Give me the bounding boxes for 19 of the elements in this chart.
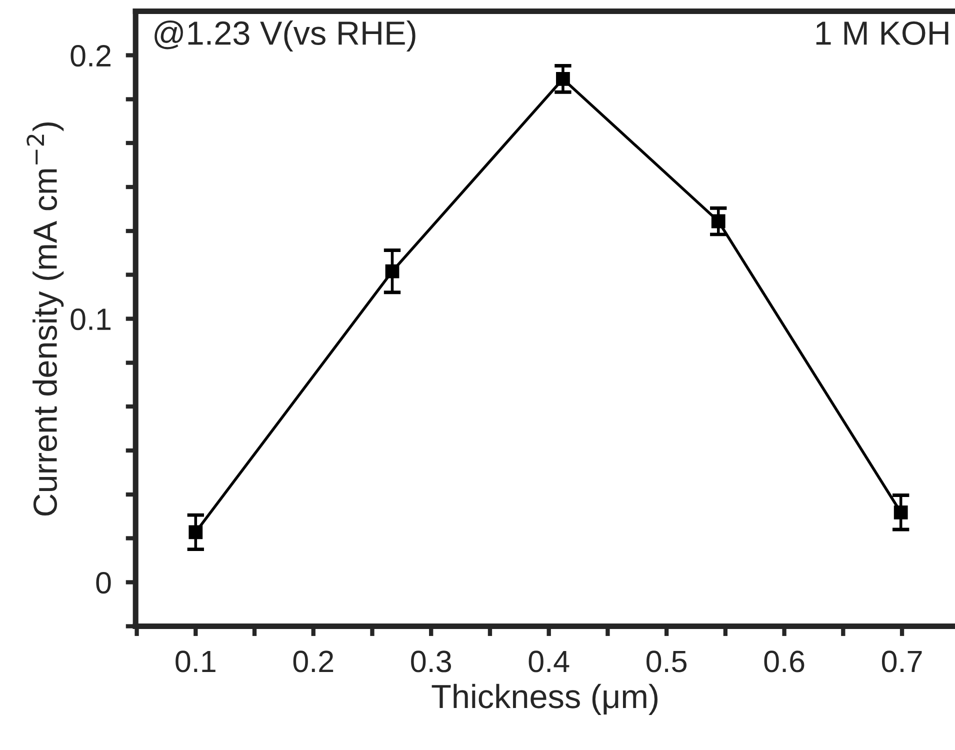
x-axis-title: Thickness (μm)	[432, 684, 658, 715]
x-tick-label: 0.7	[882, 650, 922, 672]
x-tick-label: 0.1	[176, 650, 216, 672]
y-tick-label: 0.2	[70, 44, 110, 67]
x-tick-label: 0.2	[293, 650, 334, 672]
x-tick-label: 0.6	[764, 650, 804, 672]
x-tick-label: 0.3	[411, 650, 452, 672]
point	[711, 214, 726, 228]
point	[188, 525, 203, 540]
annotation: 1 M KOH	[816, 21, 948, 45]
x-tick-label: 0.4	[528, 650, 570, 672]
y-tick-label: 0.1	[70, 308, 111, 330]
point	[894, 505, 908, 520]
x-tick-label: 0.5	[646, 650, 687, 672]
y-tick-label: 0	[96, 572, 111, 594]
annotation: @1.23 V(vs RHE)	[154, 20, 416, 52]
point	[385, 264, 400, 278]
y-axis-title: Current density (mA cm$^{−2}$)	[26, 122, 64, 516]
point	[556, 72, 570, 86]
